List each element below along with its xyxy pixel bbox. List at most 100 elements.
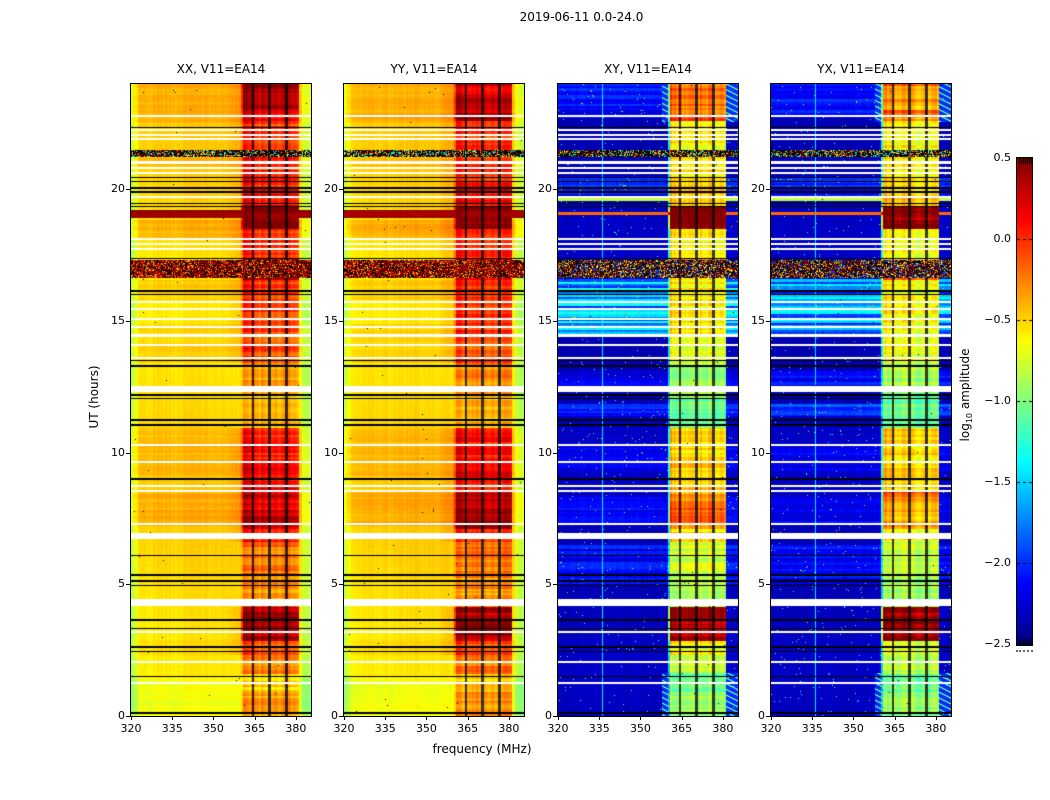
x-tick-label: 365	[244, 722, 266, 735]
x-tickmark	[508, 716, 510, 720]
panel-title-xy: XY, V11=EA14	[604, 62, 692, 76]
y-tickmark	[766, 716, 770, 717]
x-tick-label: 335	[374, 722, 396, 735]
colorbar-label-sub: 10	[965, 412, 975, 424]
panel-title-yx: YX, V11=EA14	[817, 62, 905, 76]
colorbar-tick-label: −1.0	[984, 394, 1011, 407]
colorbar-tick-label: −2.0	[984, 556, 1011, 569]
colorbar-tick-label: −1.5	[984, 475, 1011, 488]
colorbar-label: log10 amplitude	[958, 349, 974, 442]
x-tickmark	[426, 716, 428, 720]
y-tick-label: 0	[331, 709, 338, 722]
x-tickmark	[681, 716, 683, 720]
x-tickmark	[467, 716, 469, 720]
x-tick-label: 380	[285, 722, 307, 735]
y-tick-label: 5	[758, 577, 765, 591]
y-tickmark	[126, 321, 130, 322]
y-tick-label: 10	[324, 445, 338, 459]
y-tickmark	[126, 189, 130, 191]
colorbar-gradient	[1017, 158, 1032, 645]
colorbar-tick-label: −0.5	[984, 313, 1011, 326]
x-tickmark	[295, 716, 297, 720]
x-tickmark	[640, 716, 642, 720]
x-tick-label: 365	[884, 722, 906, 735]
y-tick-label: 20	[538, 182, 552, 196]
y-tickmark	[339, 189, 343, 191]
y-tickmark	[126, 716, 130, 717]
y-tick-label: 15	[538, 314, 552, 327]
x-tickmark	[385, 716, 387, 720]
y-tickmark	[766, 189, 770, 191]
colorbar-tick-label: 0.5	[993, 151, 1012, 164]
y-tick-label: 0	[758, 709, 765, 722]
x-tickmark	[935, 716, 937, 720]
colorbar-frame	[1016, 157, 1033, 646]
heatmap-panel-yy	[343, 83, 525, 717]
x-tick-label: 365	[671, 722, 693, 735]
heatmap-panel-yx	[770, 83, 952, 717]
figure-title: 2019-06-11 0.0-24.0	[519, 10, 644, 24]
heatmap-canvas-xx	[131, 84, 311, 716]
colorbar-tick-label: −2.5	[984, 637, 1011, 650]
x-tick-label: 335	[161, 722, 183, 735]
y-tickmark	[553, 716, 557, 717]
y-tick-label: 5	[331, 577, 338, 591]
x-tickmark	[812, 716, 814, 720]
colorbar-tick-label: 0.0	[993, 232, 1012, 245]
y-tickmark	[766, 452, 770, 454]
y-tickmark	[766, 321, 770, 322]
x-tickmark	[254, 716, 256, 720]
y-tickmark	[553, 584, 557, 586]
colorbar-extend-dots	[1016, 650, 1033, 652]
x-tickmark	[771, 716, 772, 720]
y-tickmark	[766, 584, 770, 586]
colorbar-label-log: log	[957, 423, 972, 442]
x-tickmark	[722, 716, 724, 720]
y-axis-label: UT (hours)	[87, 365, 101, 429]
x-tickmark	[172, 716, 174, 720]
y-tick-label: 15	[324, 314, 338, 327]
y-tick-label: 0	[118, 709, 125, 722]
x-tick-label: 350	[415, 722, 437, 735]
y-tick-label: 5	[545, 577, 552, 591]
y-tick-label: 15	[111, 314, 125, 327]
y-tick-label: 20	[751, 182, 765, 196]
x-tickmark	[853, 716, 855, 720]
y-tick-label: 10	[538, 445, 552, 459]
x-tick-label: 380	[925, 722, 947, 735]
x-tick-label: 320	[760, 722, 782, 735]
colorbar-label-rest: amplitude	[957, 348, 972, 413]
y-tickmark	[339, 452, 343, 454]
y-tickmark	[126, 584, 130, 586]
x-tick-label: 350	[202, 722, 224, 735]
panel-title-xx: XX, V11=EA14	[176, 62, 266, 76]
x-tick-label: 320	[547, 722, 569, 735]
x-tick-label: 380	[498, 722, 520, 735]
x-tickmark	[131, 716, 132, 720]
heatmap-panel-xx	[130, 83, 312, 717]
y-tick-label: 10	[751, 445, 765, 459]
y-tickmark	[553, 189, 557, 191]
y-tickmark	[126, 452, 130, 454]
y-tick-label: 20	[324, 182, 338, 196]
x-tickmark	[213, 716, 215, 720]
y-tick-label: 5	[118, 577, 125, 591]
y-tick-label: 0	[545, 709, 552, 722]
y-tickmark	[339, 584, 343, 586]
y-tickmark	[553, 452, 557, 454]
x-tick-label: 350	[842, 722, 864, 735]
x-tickmark	[599, 716, 601, 720]
x-tick-label: 380	[712, 722, 734, 735]
x-tick-label: 320	[120, 722, 142, 735]
x-tick-label: 350	[629, 722, 651, 735]
x-tick-label: 335	[588, 722, 610, 735]
y-tickmark	[339, 716, 343, 717]
x-tickmark	[344, 716, 345, 720]
heatmap-panel-xy	[557, 83, 739, 717]
y-tickmark	[339, 321, 343, 322]
x-tickmark	[558, 716, 559, 720]
heatmap-canvas-xy	[558, 84, 738, 716]
x-tickmark	[894, 716, 896, 720]
y-tick-label: 15	[751, 314, 765, 327]
